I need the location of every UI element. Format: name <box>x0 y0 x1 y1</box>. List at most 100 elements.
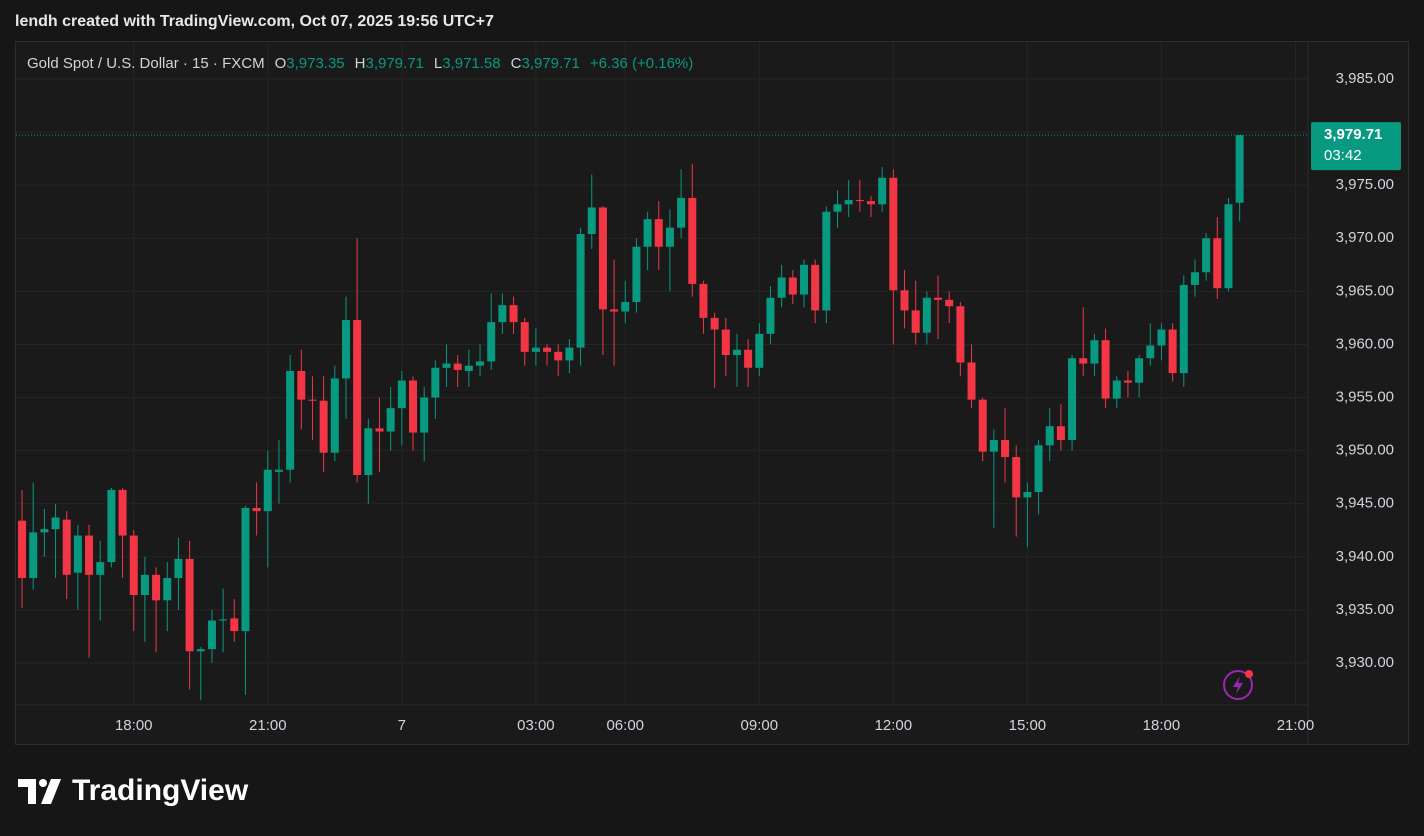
candle-body <box>308 399 317 401</box>
candle-body <box>688 197 697 284</box>
candle-body <box>598 207 607 310</box>
candle-body <box>1001 439 1010 457</box>
candle-body <box>1179 284 1188 374</box>
candle-body <box>1146 345 1155 359</box>
candle-body <box>1123 380 1132 383</box>
candle-body <box>85 535 94 575</box>
candle-body <box>341 320 350 379</box>
candle-body <box>40 529 49 533</box>
candle-body <box>900 290 909 311</box>
candle-body <box>1213 238 1222 289</box>
candle-body <box>29 532 38 579</box>
candle-body <box>665 227 674 247</box>
candle-body <box>531 347 540 352</box>
alert-circle[interactable] <box>1223 670 1253 700</box>
candle-body <box>788 277 797 295</box>
x-tick-label: 09:00 <box>741 717 779 734</box>
logo-v <box>41 779 61 804</box>
candle-body <box>956 306 965 363</box>
candle-body <box>1045 426 1054 446</box>
x-tick-label: 03:00 <box>517 717 555 734</box>
price-tag <box>1311 122 1401 171</box>
x-tick-label: 18:00 <box>1143 717 1181 734</box>
candle-body <box>766 297 775 334</box>
y-tick-label: 3,940.00 <box>1336 548 1394 565</box>
candle-body <box>989 439 998 452</box>
y-tick-label: 3,960.00 <box>1336 335 1394 352</box>
x-tick-label: 06:00 <box>606 717 644 734</box>
close-value: 3,979.71 <box>521 55 579 72</box>
candle-body <box>286 370 295 470</box>
candle-body <box>654 219 663 247</box>
candle-body <box>1101 340 1110 399</box>
candle-body <box>1090 340 1099 364</box>
y-tick-label: 3,965.00 <box>1336 282 1394 299</box>
open-value: 3,973.35 <box>286 55 344 72</box>
attribution: lendh created with TradingView.com, Oct … <box>15 13 494 30</box>
candle-body <box>755 333 764 368</box>
candle-body <box>1168 329 1177 374</box>
candle-body <box>185 558 194 652</box>
alert-icon[interactable] <box>1223 670 1253 700</box>
candle-body <box>1202 238 1211 273</box>
candle-body <box>453 363 462 370</box>
candle-body <box>297 370 306 400</box>
x-tick-label: 12:00 <box>875 717 913 734</box>
y-tick-label: 3,930.00 <box>1336 654 1394 671</box>
candle-body <box>799 264 808 295</box>
candle-body <box>163 578 172 601</box>
candle-body <box>1056 426 1065 440</box>
candle-body <box>1012 456 1021 498</box>
candle-body <box>498 305 507 323</box>
change: +6.36 (+0.16%) <box>590 55 693 72</box>
l-label: L <box>434 55 442 72</box>
candle-body <box>967 362 976 400</box>
countdown: 03:42 <box>1324 147 1362 164</box>
chart-panel <box>15 41 1409 745</box>
candle-body <box>263 469 272 512</box>
candle-body <box>207 620 216 650</box>
candle-body <box>855 200 864 202</box>
candle-body <box>1112 380 1121 399</box>
candle-body <box>73 535 82 573</box>
y-tick-label: 3,950.00 <box>1336 442 1394 459</box>
high-value: 3,979.71 <box>365 55 423 72</box>
lightning[interactable] <box>1233 676 1243 694</box>
candle-body <box>364 428 373 476</box>
x-tick-label: 21:00 <box>1277 717 1315 734</box>
candle-body <box>1034 445 1043 493</box>
candle-body <box>844 200 853 205</box>
candle-body <box>945 299 954 307</box>
candle-body <box>51 517 60 530</box>
candle-body <box>721 329 730 356</box>
candle-body <box>867 201 876 205</box>
candle-body <box>96 562 105 575</box>
candle-body <box>420 397 429 433</box>
candle-body <box>375 428 384 432</box>
alert-dot[interactable] <box>1245 670 1253 678</box>
candle-body <box>576 234 585 348</box>
logo-dot <box>39 779 47 787</box>
candle-body <box>934 297 943 300</box>
y-tick-label: 3,935.00 <box>1336 601 1394 618</box>
candle-body <box>18 520 27 579</box>
candle-body <box>274 469 283 472</box>
candle-body <box>464 365 473 371</box>
candle-body <box>610 309 619 312</box>
y-tick-label: 3,975.00 <box>1336 176 1394 193</box>
candle-body <box>409 380 418 433</box>
candle-body <box>922 297 931 333</box>
candle-body <box>565 347 574 361</box>
candle-body <box>889 177 898 291</box>
candle-body <box>1023 492 1032 498</box>
x-tick-label: 7 <box>398 717 406 734</box>
y-tick-label: 3,955.00 <box>1336 388 1394 405</box>
candle-body <box>833 204 842 212</box>
candle-body <box>196 649 205 652</box>
candle-body <box>397 380 406 409</box>
brand-logo <box>18 779 61 804</box>
low-value: 3,971.58 <box>442 55 500 72</box>
candle-body <box>319 400 328 453</box>
candle-body <box>732 349 741 356</box>
